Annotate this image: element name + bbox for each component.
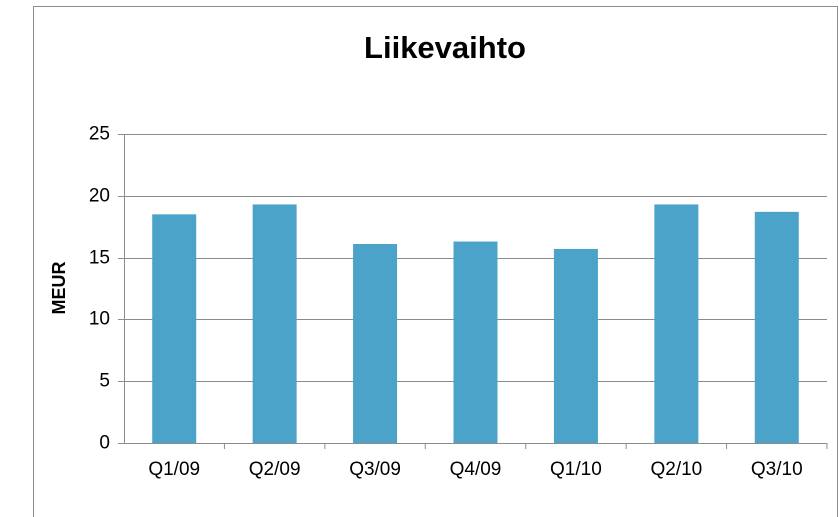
x-tick-label: Q3/10	[751, 459, 803, 480]
x-tick-label: Q2/10	[650, 459, 702, 480]
chart-frame	[33, 6, 838, 517]
y-tick-label: 25	[89, 124, 110, 145]
y-tick-label: 10	[89, 309, 110, 330]
y-tick-label: 0	[99, 433, 110, 454]
y-tick-label: 15	[89, 248, 110, 269]
bar	[754, 211, 799, 443]
bar	[152, 214, 197, 443]
chart-title: Liikevaihto	[364, 30, 526, 65]
bar	[453, 241, 498, 443]
bar	[353, 244, 398, 443]
x-tick-label: Q3/09	[349, 459, 401, 480]
bar	[252, 204, 297, 443]
x-tick-label: Q2/09	[249, 459, 301, 480]
x-tick-label: Q4/09	[450, 459, 502, 480]
y-tick-label: 20	[89, 186, 110, 207]
y-axis-label: MEUR	[49, 262, 69, 315]
bar	[654, 204, 699, 443]
bar	[553, 248, 598, 443]
x-tick-label: Q1/09	[148, 459, 200, 480]
x-tick-label: Q1/10	[550, 459, 602, 480]
y-tick-label: 5	[99, 371, 110, 392]
